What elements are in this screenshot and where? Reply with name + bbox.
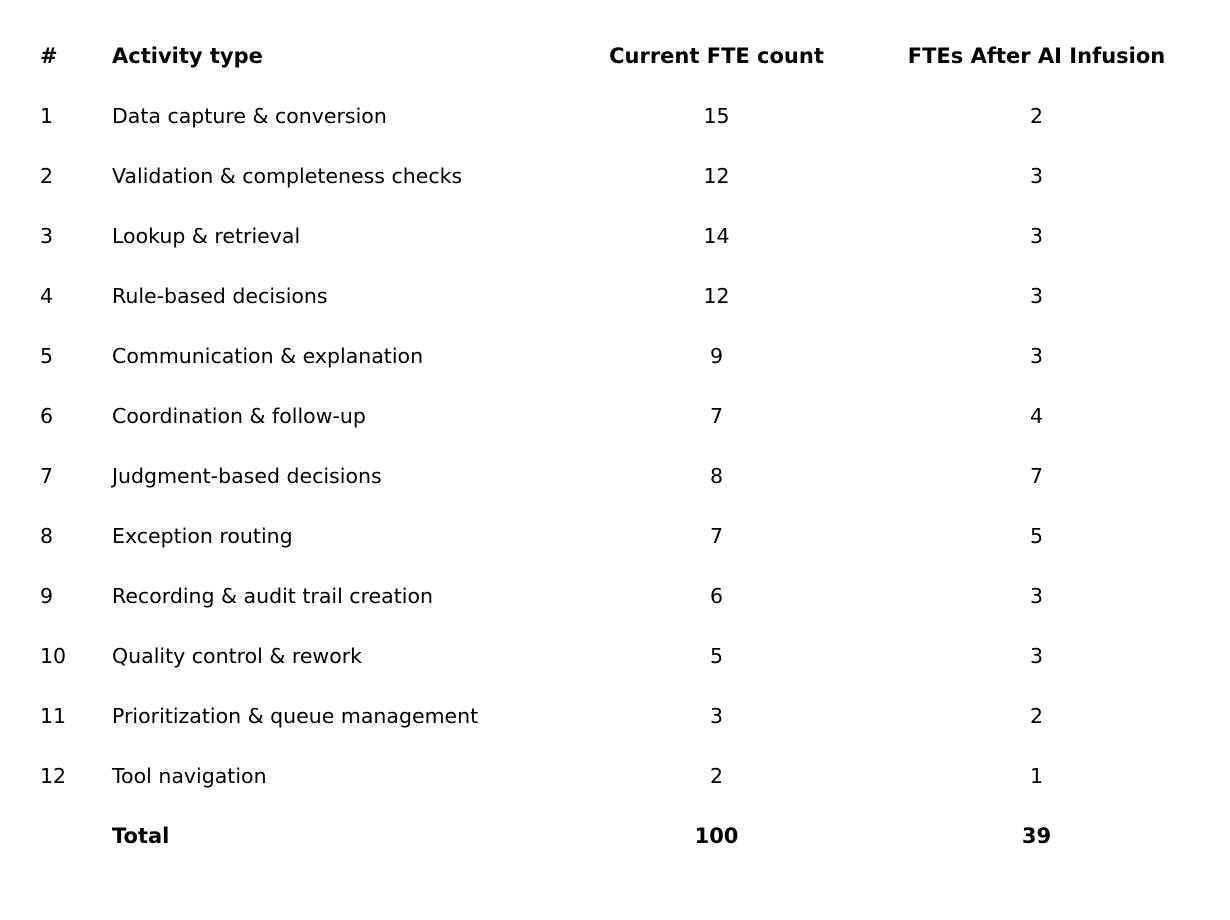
total-label: Total — [112, 823, 170, 848]
table-row: 8 Exception routing 7 5 — [40, 506, 1230, 566]
row-activity-type: Tool navigation — [112, 763, 267, 788]
row-activity-type: Judgment-based decisions — [112, 463, 382, 488]
row-current-fte-value: 5 — [709, 643, 724, 668]
total-after-ai-value: 39 — [1021, 823, 1052, 848]
row-activity-type: Rule-based decisions — [112, 283, 328, 308]
row-number: 1 — [40, 103, 54, 128]
row-after-ai-value: 3 — [1029, 283, 1044, 308]
row-after-ai-value: 2 — [1029, 703, 1044, 728]
row-after-ai-value: 3 — [1029, 643, 1044, 668]
row-activity-type: Quality control & rework — [112, 643, 363, 668]
table-row: 9 Recording & audit trail creation 6 3 — [40, 566, 1230, 626]
row-current-fte-value: 9 — [709, 343, 724, 368]
table-row: 11 Prioritization & queue management 3 2 — [40, 686, 1230, 746]
table-row: 7 Judgment-based decisions 8 7 — [40, 446, 1230, 506]
row-after-ai-value: 3 — [1029, 223, 1044, 248]
table-row: 10 Quality control & rework 5 3 — [40, 626, 1230, 686]
row-number: 7 — [40, 463, 54, 488]
row-after-ai-value: 5 — [1029, 523, 1044, 548]
table-row: 1 Data capture & conversion 15 2 — [40, 86, 1230, 146]
header-number-column: # — [40, 43, 58, 68]
row-activity-type: Recording & audit trail creation — [112, 583, 433, 608]
row-current-fte-value: 7 — [709, 403, 724, 428]
header-ftes-after-ai: FTEs After AI Infusion — [907, 43, 1166, 68]
row-activity-type: Data capture & conversion — [112, 103, 387, 128]
row-activity-type: Lookup & retrieval — [112, 223, 301, 248]
row-current-fte-value: 8 — [709, 463, 724, 488]
header-activity-type: Activity type — [112, 43, 263, 68]
row-activity-type: Validation & completeness checks — [112, 163, 463, 188]
table-body: 1 Data capture & conversion 15 2 2 Validation… — [40, 86, 1230, 806]
row-after-ai-value: 3 — [1029, 583, 1044, 608]
row-number: 6 — [40, 403, 54, 428]
table-row: 2 Validation & completeness checks 12 3 — [40, 146, 1230, 206]
row-activity-type: Prioritization & queue management — [112, 703, 479, 728]
row-number: 8 — [40, 523, 54, 548]
row-after-ai-value: 4 — [1029, 403, 1044, 428]
header-current-fte-count: Current FTE count — [609, 43, 824, 68]
row-after-ai-value: 3 — [1029, 343, 1044, 368]
table-row: 6 Coordination & follow-up 7 4 — [40, 386, 1230, 446]
row-activity-type: Coordination & follow-up — [112, 403, 366, 428]
row-number: 4 — [40, 283, 54, 308]
table-row: 12 Tool navigation 2 1 — [40, 746, 1230, 806]
fte-table: # Activity type Current FTE count FTEs A… — [40, 26, 1230, 866]
row-after-ai-value: 1 — [1029, 763, 1044, 788]
table-row: 4 Rule-based decisions 12 3 — [40, 266, 1230, 326]
row-current-fte-value: 6 — [709, 583, 724, 608]
table-header-row: # Activity type Current FTE count FTEs A… — [40, 26, 1230, 86]
row-number: 9 — [40, 583, 54, 608]
row-number: 11 — [40, 703, 67, 728]
row-activity-type: Communication & explanation — [112, 343, 424, 368]
row-current-fte-value: 12 — [703, 163, 730, 188]
table-row: 3 Lookup & retrieval 14 3 — [40, 206, 1230, 266]
row-current-fte-value: 14 — [703, 223, 730, 248]
row-current-fte-value: 7 — [709, 523, 724, 548]
row-current-fte-value: 3 — [709, 703, 724, 728]
row-number: 12 — [40, 763, 67, 788]
row-after-ai-value: 2 — [1029, 103, 1044, 128]
total-current-fte-value: 100 — [694, 823, 739, 848]
row-activity-type: Exception routing — [112, 523, 293, 548]
row-current-fte-value: 15 — [703, 103, 730, 128]
table-row: 5 Communication & explanation 9 3 — [40, 326, 1230, 386]
row-current-fte-value: 12 — [703, 283, 730, 308]
row-after-ai-value: 3 — [1029, 163, 1044, 188]
row-number: 2 — [40, 163, 54, 188]
row-after-ai-value: 7 — [1029, 463, 1044, 488]
row-number: 10 — [40, 643, 67, 668]
row-number: 5 — [40, 343, 54, 368]
table-total-row: Total 100 39 — [40, 806, 1230, 866]
row-number: 3 — [40, 223, 54, 248]
row-current-fte-value: 2 — [709, 763, 724, 788]
